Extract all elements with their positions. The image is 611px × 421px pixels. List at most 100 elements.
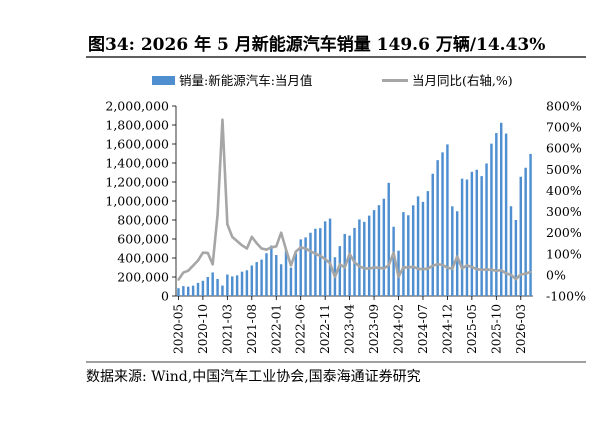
line-point xyxy=(211,263,214,266)
bar xyxy=(524,167,527,296)
bar xyxy=(509,206,513,296)
bar xyxy=(294,253,298,296)
line-point xyxy=(294,250,297,253)
line-point xyxy=(348,252,351,255)
y-left-tick-label: 2,000,000 xyxy=(105,99,169,114)
bar xyxy=(299,239,302,296)
x-tick-label: 2022-06 xyxy=(294,304,308,354)
bar xyxy=(231,276,234,296)
bar xyxy=(446,144,449,296)
y-right-tick-label: 300% xyxy=(546,204,582,219)
bar xyxy=(358,219,361,296)
line-point xyxy=(260,247,263,250)
bar xyxy=(416,196,420,296)
line-point xyxy=(426,267,429,270)
line-point xyxy=(299,246,302,249)
y-right-tick-label: -100% xyxy=(546,289,586,304)
x-tick-label: 2024-02 xyxy=(392,304,406,354)
y-left-tick-label: 800,000 xyxy=(117,213,169,228)
line-point xyxy=(460,267,464,270)
y-left-tick-label: 600,000 xyxy=(117,232,169,247)
bar xyxy=(177,288,180,296)
line-point xyxy=(201,251,204,254)
bar xyxy=(460,178,464,296)
bar xyxy=(250,265,254,296)
line-point xyxy=(456,255,459,258)
line-point xyxy=(446,266,449,269)
line-point xyxy=(505,272,508,275)
y-right-tick-label: 800% xyxy=(546,99,582,114)
line-point xyxy=(196,259,200,262)
line-point xyxy=(485,268,488,271)
bar xyxy=(529,153,532,296)
line-point xyxy=(275,245,278,248)
legend: 销量:新能源汽车:当月值 当月同比(右轴,%) xyxy=(152,73,513,88)
bar xyxy=(240,271,244,296)
bar xyxy=(289,267,293,296)
line-point xyxy=(465,264,469,267)
bar xyxy=(514,220,518,296)
bar xyxy=(196,282,200,296)
y-left-tick-label: 1,600,000 xyxy=(105,137,169,152)
line-point xyxy=(519,273,522,276)
bar xyxy=(260,259,263,296)
line-point xyxy=(363,267,366,270)
bar xyxy=(402,212,405,296)
bar xyxy=(187,286,190,296)
line-point xyxy=(328,262,332,265)
x-tick-label: 2025-10 xyxy=(489,304,503,354)
y-left-tick-label: 0 xyxy=(161,289,169,304)
line-point xyxy=(500,269,503,272)
line-point xyxy=(353,261,356,264)
bar xyxy=(470,171,474,296)
line-point xyxy=(514,278,517,281)
line-point xyxy=(490,268,493,271)
bar xyxy=(451,206,454,296)
line-point xyxy=(177,278,180,281)
y-left-tick-label: 400,000 xyxy=(117,251,169,266)
x-tick-label: 2020-05 xyxy=(171,304,185,354)
bar xyxy=(407,215,410,296)
line-point xyxy=(289,264,293,267)
bar xyxy=(372,210,376,296)
y-left-tick-label: 1,000,000 xyxy=(105,194,169,209)
bar xyxy=(367,215,371,296)
line-point xyxy=(475,268,478,271)
y-right-tick-label: 0% xyxy=(546,267,566,282)
bar xyxy=(387,182,390,296)
line-point xyxy=(226,223,229,226)
bar xyxy=(245,270,249,296)
line-point xyxy=(441,263,444,267)
legend-line-label: 当月同比(右轴,%) xyxy=(412,73,513,88)
bar xyxy=(235,275,239,296)
bar xyxy=(475,169,478,296)
bar xyxy=(426,191,430,296)
bar xyxy=(499,122,503,296)
line-point xyxy=(333,275,337,279)
line-point xyxy=(470,265,473,269)
bar xyxy=(504,133,508,296)
line-point xyxy=(236,240,239,243)
bar xyxy=(490,143,493,296)
x-tick-label: 2023-09 xyxy=(367,304,381,354)
line-point xyxy=(524,272,527,275)
bar xyxy=(455,211,459,296)
y-left-tick-label: 1,800,000 xyxy=(105,118,169,133)
bar xyxy=(363,221,366,296)
x-tick-label: 2024-12 xyxy=(440,304,454,354)
bar xyxy=(284,250,288,296)
line-point xyxy=(245,247,249,250)
y-left-tick-label: 1,400,000 xyxy=(105,156,169,171)
axes: 0 200,000 400,000 600,000 800,000 1,000,000 1,… xyxy=(105,99,586,354)
line-point xyxy=(216,213,219,216)
line-point xyxy=(309,250,312,253)
line-point xyxy=(421,268,425,271)
line-point xyxy=(284,248,288,251)
legend-bar-label: 销量:新能源汽车:当月值 xyxy=(179,73,312,88)
line-point xyxy=(451,267,454,270)
bar xyxy=(436,160,439,296)
line-point xyxy=(377,266,381,269)
line-point xyxy=(529,270,532,274)
line-point xyxy=(182,271,185,274)
